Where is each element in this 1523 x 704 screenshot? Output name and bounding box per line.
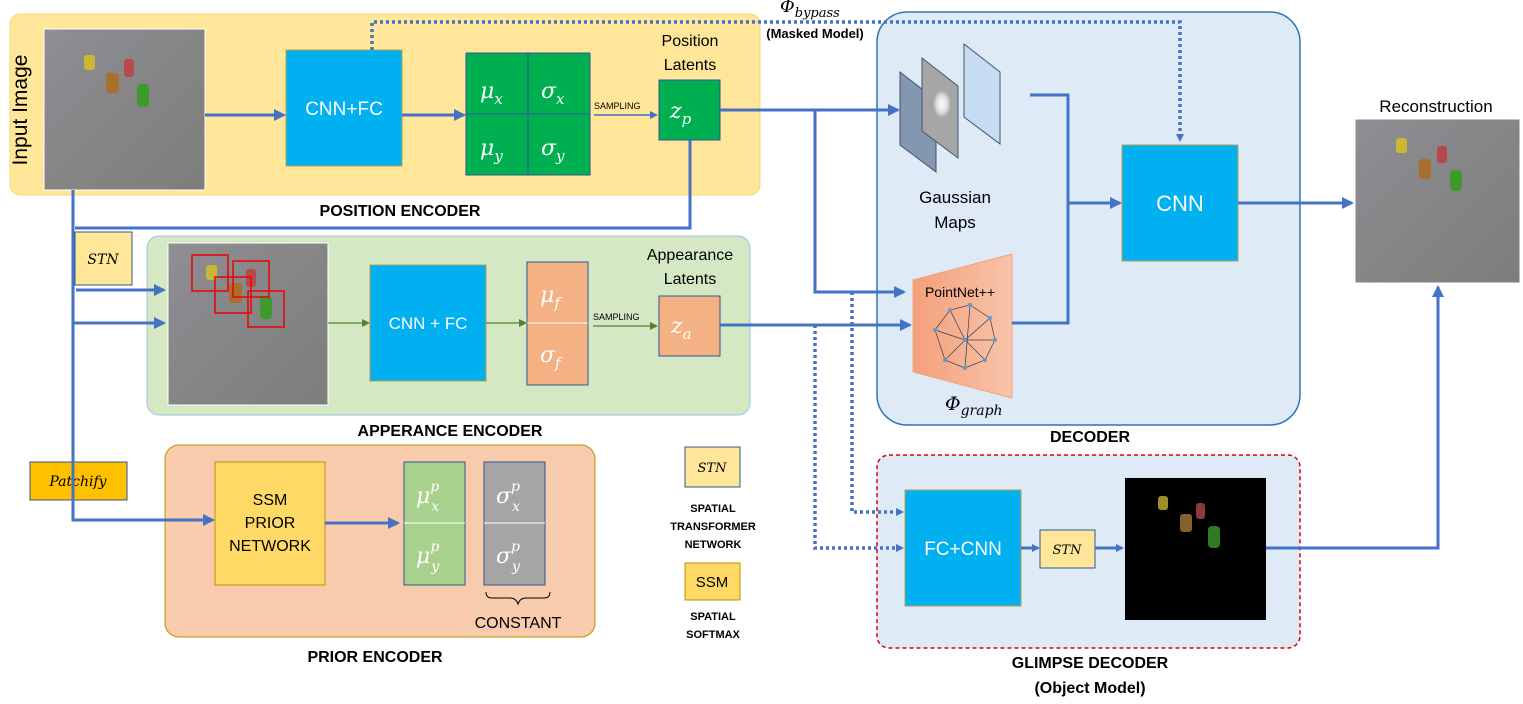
ssm-prior-network-block [214,461,326,586]
position-mean-std-grid [465,52,591,176]
sigma-x: σx [541,79,565,108]
phi-graph-label: Φgraph [945,393,1003,419]
prior-encoder-title: PRIOR ENCODER [307,649,443,666]
appearance-cnn-fc-block [369,264,487,382]
prior-sigma-x: σp x [496,479,520,515]
legend-ssm-box-label: SSM [696,574,729,591]
reconstruction-image [1354,118,1521,284]
prior-mu-y: μp y [416,539,440,575]
appearance-mean-std-block [526,261,589,386]
decoder-cnn-label: CNN [1156,191,1204,216]
legend-stn-desc-3: NETWORK [685,539,742,551]
glimpse-stn-block [1039,529,1096,569]
position-sampling-label: SAMPLING [594,101,641,111]
constant-label: CONSTANT [475,615,562,632]
patchify-label: Patchify [48,474,107,490]
legend-ssm-box [684,562,741,601]
ssm-label-2: PRIOR [245,515,296,532]
legend-stn-box-label: STN [698,461,728,476]
gaussian-maps-label-1: Gaussian [919,188,991,207]
appearance-encoder-title: APPERANCE ENCODER [358,423,543,440]
reconstruction-label: Reconstruction [1379,97,1492,116]
z-a-label: za [670,314,692,343]
appearance-latents-label-1: Appearance [647,247,733,264]
glimpse-decoder: FC+CNN STN GLIMPSE DECODER (Object Model… [876,454,1301,697]
appearance-cnn-fc-label: CNN + FC [389,314,468,333]
decoder: Gaussian Maps CNN PointNet++ Φgraph DECO… [876,11,1301,446]
gaussian-maps-icon [899,42,1001,173]
legend-stn-desc-1: SPATIAL [690,503,736,515]
position-latents-label-2: Latents [664,57,716,74]
pointnet-block [912,253,1013,399]
z-a-block [658,295,721,357]
fc-cnn-label: FC+CNN [924,539,1002,560]
sigma-f: σf [540,343,563,372]
glimpse-bounding-boxes [191,254,285,328]
stn-label: STN [87,252,119,268]
position-latents-label-1: Position [662,33,719,50]
fc-cnn-block [904,489,1022,607]
masked-model-label: (Masked Model) [766,26,864,41]
sigma-y: σy [541,136,565,165]
ssm-label-1: SSM [253,492,288,509]
ssm-label-3: NETWORK [229,538,311,555]
input-image [43,28,206,191]
appearance-latents-label-2: Latents [664,271,716,288]
mu-x: μx [480,79,503,108]
appearance-encoder: CNN + FC μf σf SAMPLING Appearance Laten… [146,235,751,440]
gaussian-maps-label-2: Maps [934,213,976,232]
connectors [71,20,1444,552]
position-encoder: Input Image CNN+FC μx σx μy σy SAMPLING … [9,13,761,220]
legend-ssm-desc-2: SOFTMAX [686,629,740,641]
glimpse-stn-label: STN [1053,543,1083,558]
glimpse-decoder-title: GLIMPSE DECODER [1012,655,1169,672]
mu-f: μf [540,283,562,312]
position-cnn-fc-label: CNN+FC [305,99,383,120]
constant-brace [485,591,551,606]
pointnet-label: PointNet++ [925,284,995,300]
position-encoder-title: POSITION ENCODER [320,203,481,220]
glimpse-output-image [1125,478,1266,620]
position-cnn-fc-block [285,49,403,167]
prior-sigma-y: σp y [496,539,521,575]
legend-ssm-desc-1: SPATIAL [690,611,736,623]
prior-encoder: SSM PRIOR NETWORK μp x μp y σp x σp y CONSTA… [164,444,596,666]
stn-block [74,231,133,286]
appearance-input-image [167,242,329,406]
patchify-block [29,461,128,501]
input-image-label: Input Image [9,55,32,166]
point-graph-icon [933,303,997,370]
phi-bypass-label: Φbypass [780,0,840,21]
decoder-title: DECODER [1050,429,1130,446]
prior-mean-block [403,461,466,586]
z-p-block [658,79,721,141]
glimpse-decoder-subtitle: (Object Model) [1034,680,1145,697]
mu-y: μy [480,136,503,165]
legend: STN SPATIAL TRANSFORMER NETWORK SSM SPAT… [670,446,756,641]
legend-stn-box [684,446,741,488]
decoder-cnn-block [1121,144,1239,262]
appearance-sampling-label: SAMPLING [593,312,640,322]
prior-std-block [483,461,546,586]
prior-mu-x: μp x [416,479,439,515]
z-p-label: zp [669,99,692,128]
legend-stn-desc-2: TRANSFORMER [670,521,756,533]
